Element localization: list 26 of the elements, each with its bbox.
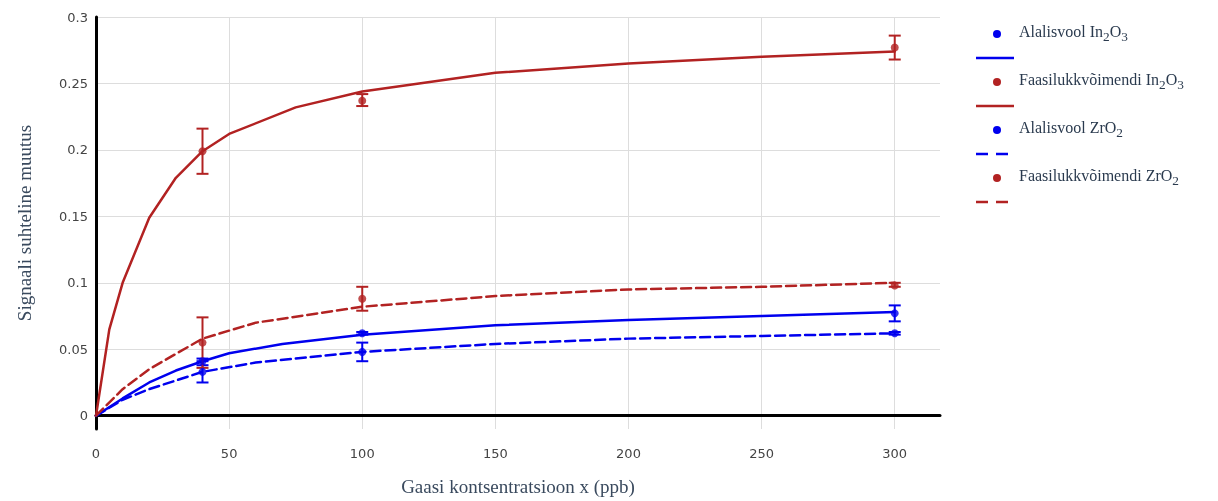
x-tick-label: 100	[349, 446, 375, 461]
point	[890, 309, 899, 318]
y-tick-label: 0.15	[59, 208, 88, 224]
y-tick-label: 0.05	[59, 341, 88, 357]
x-tick-label: 0	[91, 446, 101, 461]
y-tick-label: 0.3	[67, 9, 88, 25]
y-axis-title: Signaali suhteline muutus	[14, 124, 35, 322]
y-tick-label: 0	[79, 408, 88, 424]
x-tick-label: 50	[220, 446, 238, 461]
legend-label: Faasilukkvõimendi ZrO$_{2}$	[1019, 166, 1179, 190]
point	[198, 147, 207, 156]
legend-label: Alalisvool ZrO$_{2}$	[1019, 118, 1123, 142]
x-axis-title: Gaasi kontsentratsioon x (ppb)	[401, 476, 635, 498]
y-tick-label: 0.25	[59, 75, 88, 91]
point	[198, 338, 207, 347]
point	[890, 43, 899, 52]
legend-label: Alalisvool In$_{2}$O$_{3}$	[1019, 22, 1128, 46]
y-tick-label: 0.2	[67, 142, 88, 158]
x-tick-label: 250	[749, 446, 775, 461]
y-tick-label: 0.1	[67, 275, 88, 291]
point	[358, 347, 367, 356]
x-tick-label: 150	[482, 446, 508, 461]
legend-label: Faasilukkvõimendi In$_{2}$O$_{3}$	[1019, 70, 1184, 94]
x-tick-label: 300	[882, 446, 908, 461]
point	[358, 294, 367, 303]
x-tick-label: 200	[616, 446, 641, 461]
